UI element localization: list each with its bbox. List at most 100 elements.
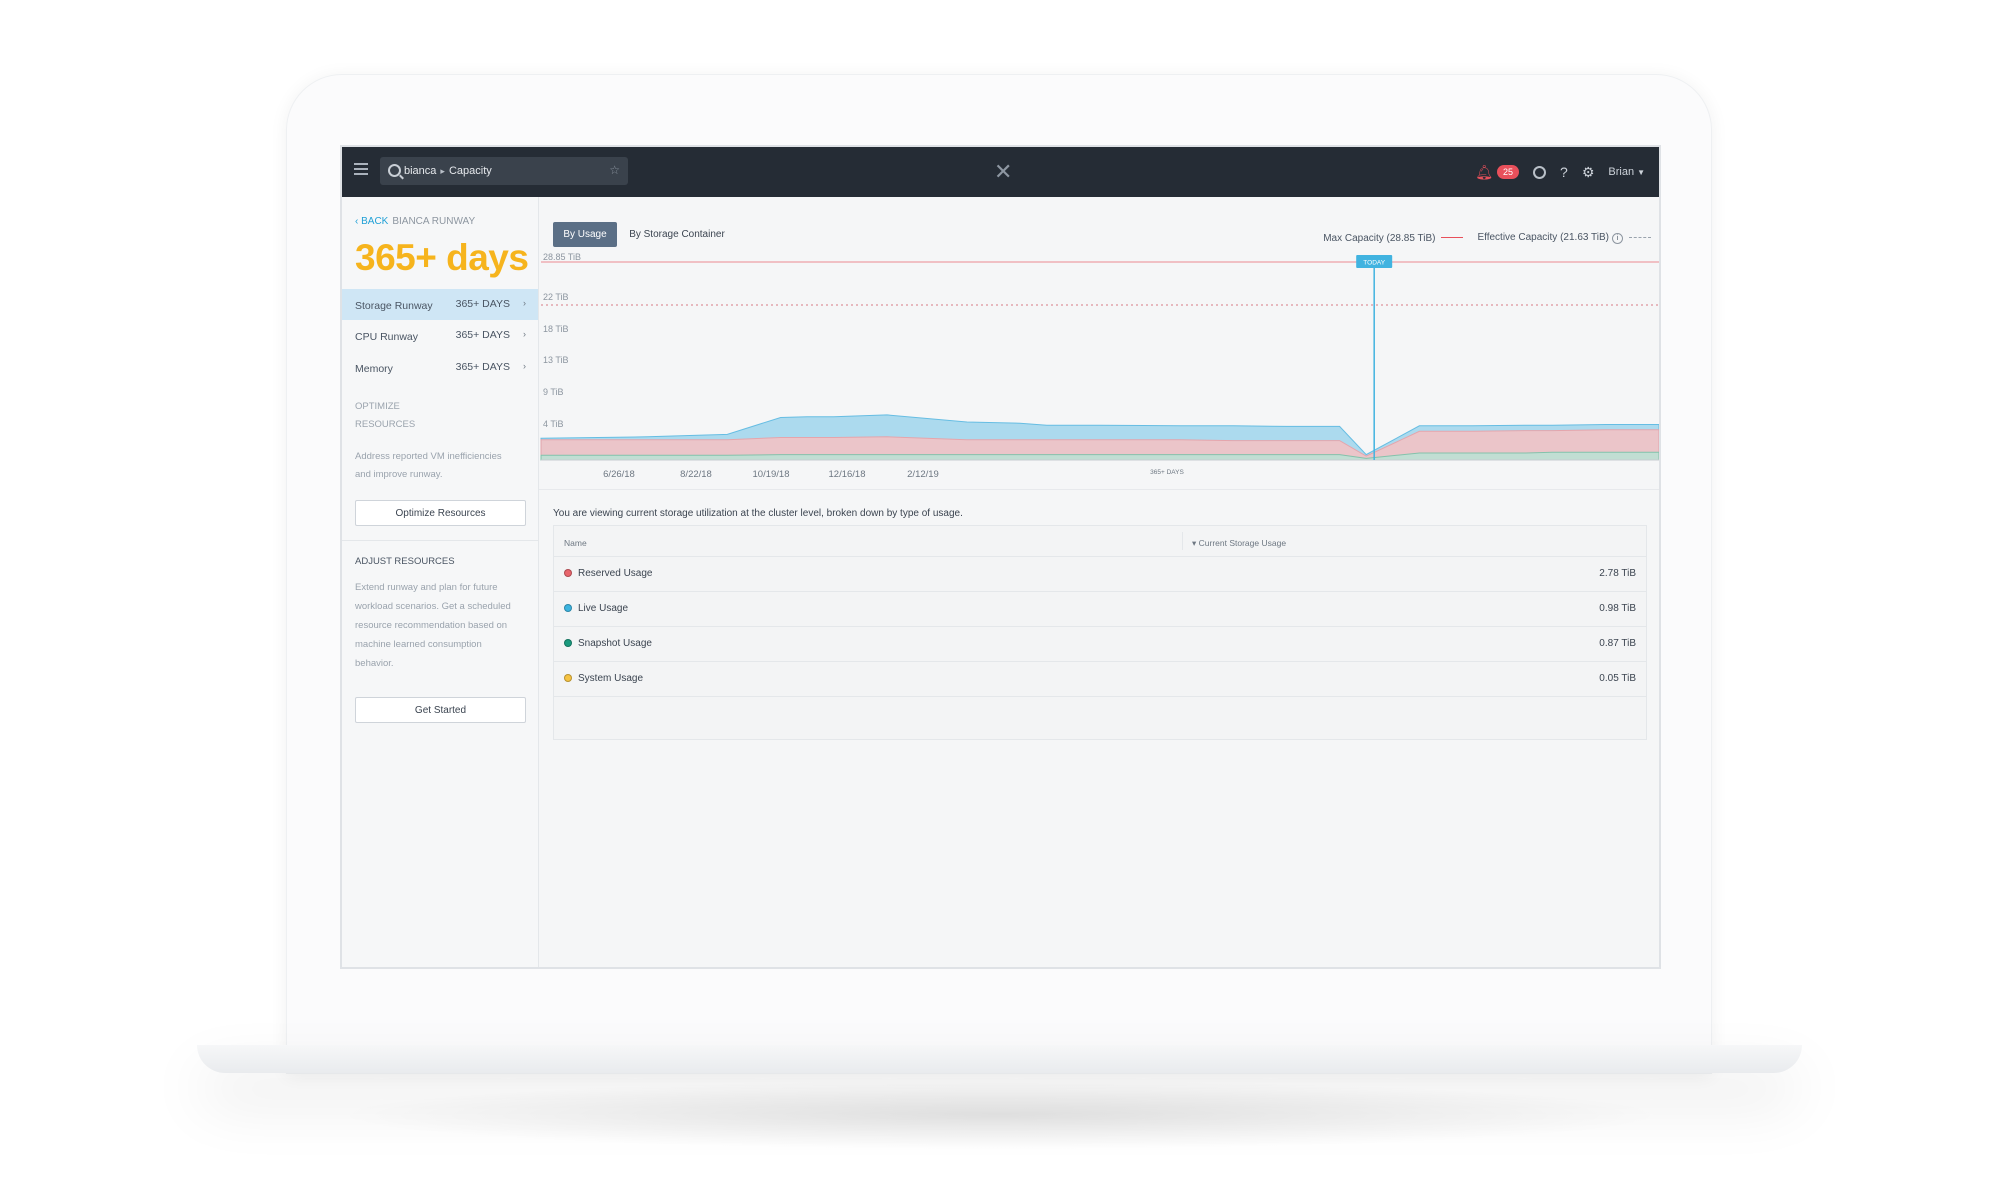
- row-name: System Usage: [578, 673, 644, 684]
- today-marker-badge: [1356, 255, 1393, 268]
- column-separator: [1182, 532, 1183, 550]
- y-tick-label: 13 TiB: [543, 355, 569, 365]
- hamburger-menu-icon[interactable]: [354, 163, 368, 175]
- legend-line-solid: [1441, 237, 1464, 239]
- breadcrumb-separator-icon: ▸: [440, 166, 445, 176]
- table-row[interactable]: Snapshot Usage 0.87 TiB: [554, 627, 1646, 662]
- y-tick-label: 4 TiB: [543, 419, 564, 429]
- top-navigation-bar: bianca ▸ Capacity ☆ ✕ 🔔︎ 25 ? ⚙ Brian ▼: [342, 147, 1659, 197]
- row-name: Reserved Usage: [578, 568, 653, 579]
- y-tick-label: 22 TiB: [543, 292, 569, 302]
- chevron-down-icon: ▼: [1637, 168, 1645, 177]
- optimize-title-line2: RESOURCES: [355, 419, 416, 430]
- user-name: Brian: [1608, 166, 1635, 178]
- tab-by-usage[interactable]: By Usage: [553, 222, 617, 247]
- row-value: 2.78 TiB: [1599, 568, 1636, 579]
- back-link[interactable]: ‹ BACK BIANCA RUNWAY: [355, 216, 476, 227]
- laptop-base: [197, 1045, 1802, 1073]
- legend-max-capacity: Max Capacity (28.85 TiB): [1323, 232, 1464, 244]
- adjust-resources-title: ADJUST RESOURCES: [355, 556, 455, 567]
- optimize-resources-button[interactable]: Optimize Resources: [355, 500, 526, 526]
- user-menu[interactable]: Brian ▼: [1608, 166, 1645, 178]
- x-tick-label: 6/26/18: [603, 469, 635, 480]
- star-icon[interactable]: ☆: [609, 163, 620, 177]
- today-marker-label: TODAY: [1363, 260, 1385, 267]
- area-series-snapshot-usage: [540, 451, 1659, 461]
- legend-line-dotted: [1629, 236, 1651, 238]
- adjust-desc-line: workload scenarios. Get a scheduled: [355, 601, 511, 612]
- row-name: Live Usage: [578, 603, 629, 614]
- breadcrumb-cluster[interactable]: bianca: [404, 165, 437, 177]
- legend-dot-icon: [564, 604, 572, 612]
- alert-count-badge[interactable]: 25: [1497, 165, 1520, 179]
- forecast-label: 365+ DAYS: [1150, 469, 1184, 476]
- chart-divider: [539, 489, 1659, 490]
- row-value: 0.05 TiB: [1599, 673, 1636, 684]
- row-name: Snapshot Usage: [578, 638, 652, 649]
- row-value: 0.98 TiB: [1599, 603, 1636, 614]
- adjust-desc-line: Extend runway and plan for future: [355, 582, 498, 593]
- optimize-desc-line2: and improve runway.: [355, 469, 443, 480]
- usage-table: Name ▾ Current Storage Usage Reserved Us…: [553, 525, 1647, 740]
- usage-description: You are viewing current storage utilizat…: [553, 508, 963, 519]
- column-header-storage-usage[interactable]: ▾ Current Storage Usage: [1192, 538, 1287, 548]
- sidebar-item-label: CPU Runway: [355, 331, 419, 343]
- sidebar-divider: [342, 540, 538, 541]
- get-started-button[interactable]: Get Started: [355, 697, 526, 723]
- table-row[interactable]: Live Usage 0.98 TiB: [554, 592, 1646, 627]
- chart-legend: Max Capacity (28.85 TiB) Effective Capac…: [1323, 232, 1651, 244]
- x-tick-label: 10/19/18: [753, 469, 790, 480]
- gear-icon[interactable]: ⚙: [1581, 163, 1595, 180]
- search-icon: [388, 164, 401, 177]
- adjust-desc-line: machine learned consumption: [355, 639, 482, 650]
- runway-title: BIANCA RUNWAY: [392, 216, 476, 227]
- sidebar-item-memory[interactable]: Memory 365+ DAYS ›: [342, 352, 538, 383]
- x-tick-label: 8/22/18: [680, 469, 712, 480]
- back-label: BACK: [361, 216, 389, 227]
- sidebar-item-value: 365+ DAYS: [455, 329, 510, 341]
- status-circle-icon[interactable]: [1533, 165, 1547, 179]
- tab-by-storage-container[interactable]: By Storage Container: [629, 229, 725, 240]
- table-header: Name ▾ Current Storage Usage: [554, 526, 1646, 557]
- help-icon[interactable]: ?: [1560, 164, 1568, 180]
- adjust-desc-line: resource recommendation based on: [355, 620, 508, 631]
- breadcrumb: bianca ▸ Capacity: [404, 165, 492, 177]
- sidebar-item-storage-runway[interactable]: Storage Runway 365+ DAYS ›: [342, 289, 538, 320]
- y-tick-label: 18 TiB: [543, 324, 569, 334]
- optimize-desc-line1: Address reported VM inefficiencies: [355, 451, 502, 462]
- sidebar-item-cpu-runway[interactable]: CPU Runway 365+ DAYS ›: [342, 320, 538, 351]
- column-header-name[interactable]: Name: [564, 538, 587, 548]
- info-icon[interactable]: i: [1612, 233, 1623, 244]
- chevron-right-icon: ›: [523, 298, 526, 308]
- legend-dot-icon: [564, 674, 572, 682]
- legend-max-label: Max Capacity (28.85 TiB): [1323, 232, 1436, 244]
- alert-bell-icon[interactable]: 🔔︎: [1475, 163, 1494, 180]
- adjust-desc-line: behavior.: [355, 658, 394, 669]
- legend-dot-icon: [564, 639, 572, 647]
- legend-effective-label: Effective Capacity (21.63 TiB): [1477, 232, 1609, 243]
- breadcrumb-page: Capacity: [448, 165, 492, 177]
- app-screen: bianca ▸ Capacity ☆ ✕ 🔔︎ 25 ? ⚙ Brian ▼ ‹ B…: [340, 145, 1661, 969]
- chevron-right-icon: ›: [523, 329, 526, 339]
- top-right-controls: 🔔︎ 25 ? ⚙ Brian ▼: [1475, 147, 1645, 197]
- legend-effective-capacity: Effective Capacity (21.63 TiB) i: [1477, 232, 1651, 244]
- table-row[interactable]: System Usage 0.05 TiB: [554, 662, 1646, 697]
- x-tick-label: 12/16/18: [829, 469, 866, 480]
- y-tick-label: 9 TiB: [543, 387, 564, 397]
- table-row[interactable]: Reserved Usage 2.78 TiB: [554, 557, 1646, 592]
- sidebar-item-label: Storage Runway: [355, 300, 433, 312]
- optimize-title-line1: OPTIMIZE: [355, 401, 400, 412]
- y-tick-label: 28.85 TiB: [543, 252, 581, 262]
- runway-sidebar: ‹ BACK BIANCA RUNWAY 365+ days Storage Ru…: [342, 197, 539, 967]
- column-header-storage-label: Current Storage Usage: [1198, 538, 1287, 548]
- main-content: By Usage By Storage Container Max Capaci…: [539, 197, 1661, 967]
- row-value: 0.87 TiB: [1599, 638, 1636, 649]
- runway-headline: 365+ days: [355, 237, 529, 278]
- nutanix-logo-icon[interactable]: ✕: [994, 159, 1013, 184]
- x-tick-label: 2/12/19: [907, 469, 939, 480]
- chevron-right-icon: ›: [523, 361, 526, 371]
- legend-dot-icon: [564, 569, 572, 577]
- search-bar[interactable]: bianca ▸ Capacity ☆: [380, 157, 628, 185]
- sidebar-item-label: Memory: [355, 363, 393, 375]
